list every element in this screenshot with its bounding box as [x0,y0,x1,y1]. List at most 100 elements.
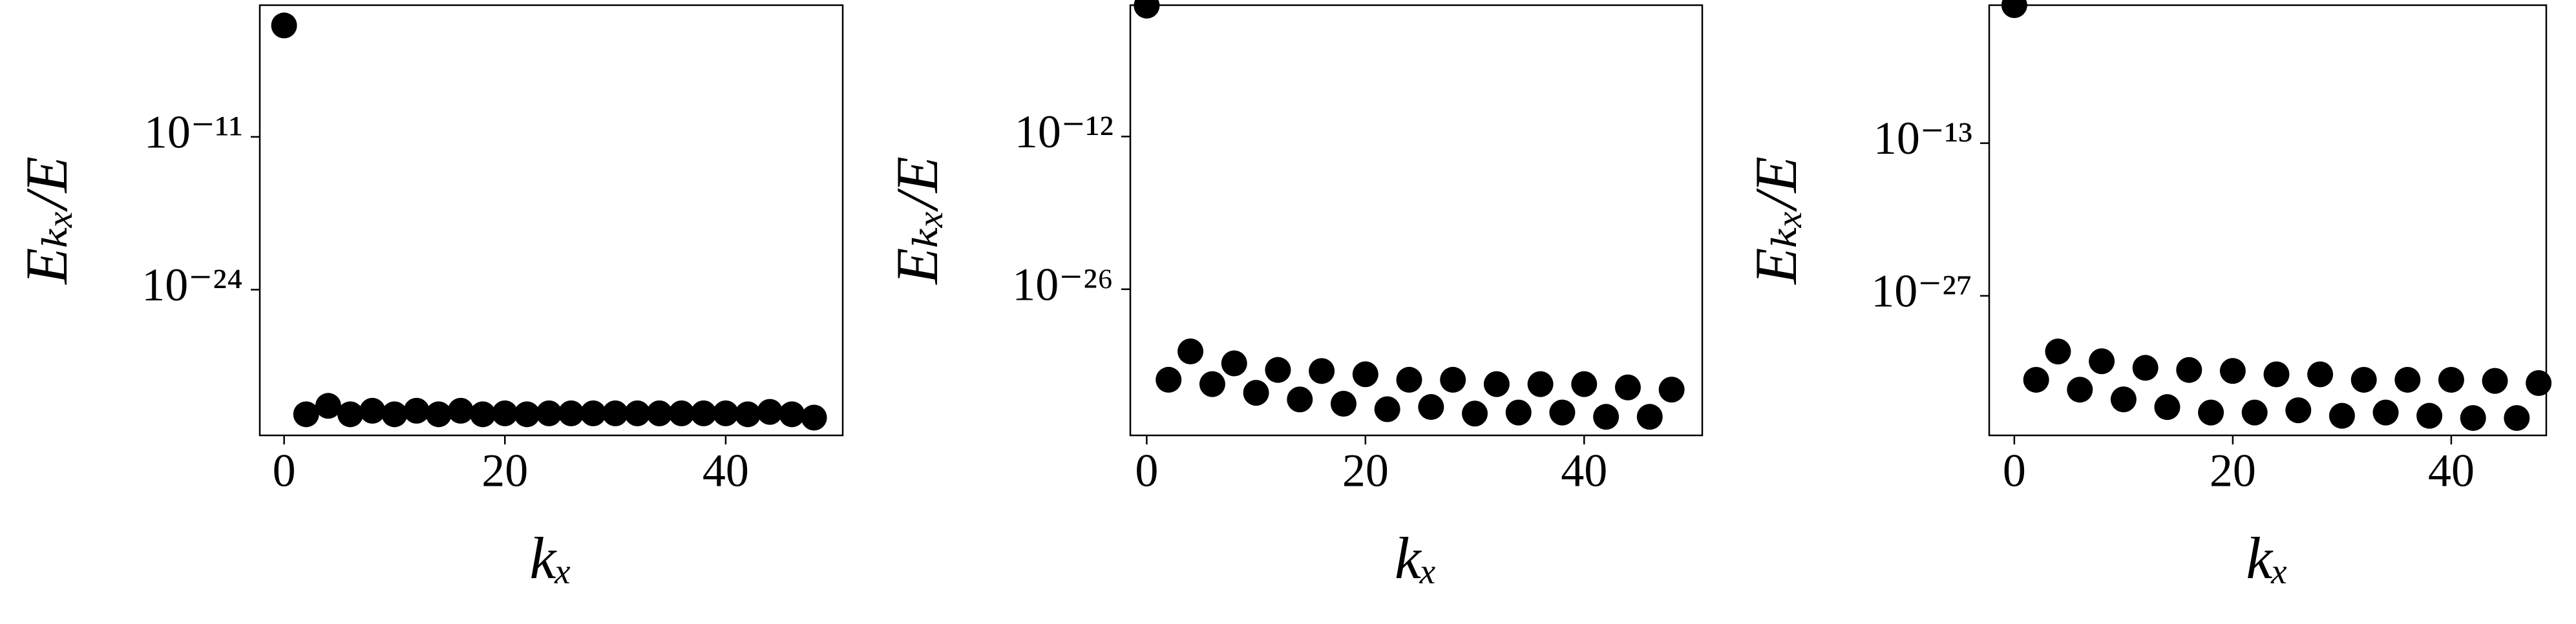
data-point [2198,399,2224,426]
data-point [1352,361,1378,388]
data-point [558,400,584,426]
y-axis-label: Eₖₓ/E [14,156,79,286]
data-point [779,401,805,428]
data-point [1177,338,1204,364]
data-point [359,397,386,424]
x-tick-label: 40 [1561,445,1607,497]
data-point [801,404,827,431]
x-tick-label: 40 [702,445,749,497]
y-axis-label: Eₖₓ/E [1743,156,1809,286]
data-point [1330,390,1357,417]
data-point [2023,366,2049,393]
data-point [1374,396,1400,422]
y-tick-label: 10⁻²⁴ [142,259,243,311]
plot-frame [259,4,844,437]
data-point [1134,0,1160,19]
data-point [2372,399,2399,426]
data-point [293,401,319,428]
data-point [1243,380,1269,406]
data-point [536,400,562,426]
data-point [1418,394,1444,421]
data-point [1396,366,1422,393]
y-tick-label: 10⁻¹³ [1874,112,1972,164]
data-point [690,400,717,426]
data-point [2045,338,2071,365]
data-point [2328,402,2355,429]
data-point [1462,400,1488,427]
data-point [1527,371,1554,397]
data-point [624,400,651,426]
data-point [1221,350,1247,377]
data-point [2176,357,2202,383]
x-tick-label: 20 [481,445,528,497]
data-point [2089,348,2115,375]
data-point [2219,358,2246,384]
x-tick-label: 0 [2003,445,2026,497]
data-point [2350,366,2377,393]
plot-frame [1129,4,1704,437]
data-point [2241,399,2268,426]
data-point [2482,368,2508,394]
data-point [381,401,408,428]
data-point [1505,399,1532,426]
data-point [2285,397,2312,424]
data-point [2001,0,2027,18]
data-point [1614,374,1641,400]
data-point [271,12,297,39]
data-point [1440,366,1466,393]
data-point [2263,361,2290,388]
plot-frame [1988,4,2548,437]
data-point [425,401,452,428]
data-point [2460,405,2486,432]
data-point [492,400,518,426]
x-tick-label: 20 [1342,445,1389,497]
data-point [1571,371,1598,397]
data-point [735,401,761,428]
data-point [1265,357,1291,383]
data-point [2154,394,2180,421]
data-point [2394,366,2421,393]
data-point [315,393,341,419]
data-point [470,401,496,428]
data-point [1199,371,1225,397]
y-tick-label: 10⁻²⁶ [1012,258,1114,310]
data-point [1309,358,1335,384]
x-tick-label: 0 [273,445,296,497]
x-tick-label: 20 [2210,445,2256,497]
data-point [1658,377,1685,403]
data-point [1549,399,1576,426]
data-point [2416,402,2443,429]
data-point [580,400,606,426]
x-axis-label: kₓ [2246,525,2290,591]
data-point [712,400,739,426]
data-point [1287,386,1313,413]
data-point [2526,370,2552,397]
data-point [2307,361,2334,388]
data-point [1593,404,1620,430]
data-point [602,400,629,426]
data-point [447,397,474,424]
data-point [2067,377,2093,403]
data-point [1483,371,1510,397]
x-axis-label: kₓ [1395,525,1438,591]
data-point [337,401,364,428]
data-point [2132,355,2159,381]
x-tick-label: 40 [2428,445,2475,497]
x-axis-label: kₓ [530,525,573,591]
data-point [514,401,540,428]
data-point [2438,366,2464,393]
data-point [1636,404,1663,430]
y-axis-label: Eₖₓ/E [884,156,950,286]
y-tick-label: 10⁻²⁷ [1871,265,1972,317]
x-tick-label: 0 [1135,445,1158,497]
data-point [2504,405,2530,432]
data-point [757,399,783,425]
data-point [668,400,695,426]
y-tick-label: 10⁻¹² [1015,106,1114,158]
data-point [646,400,673,426]
y-tick-label: 10⁻¹¹ [144,106,243,158]
data-point [2110,386,2137,413]
data-point [1156,366,1182,393]
